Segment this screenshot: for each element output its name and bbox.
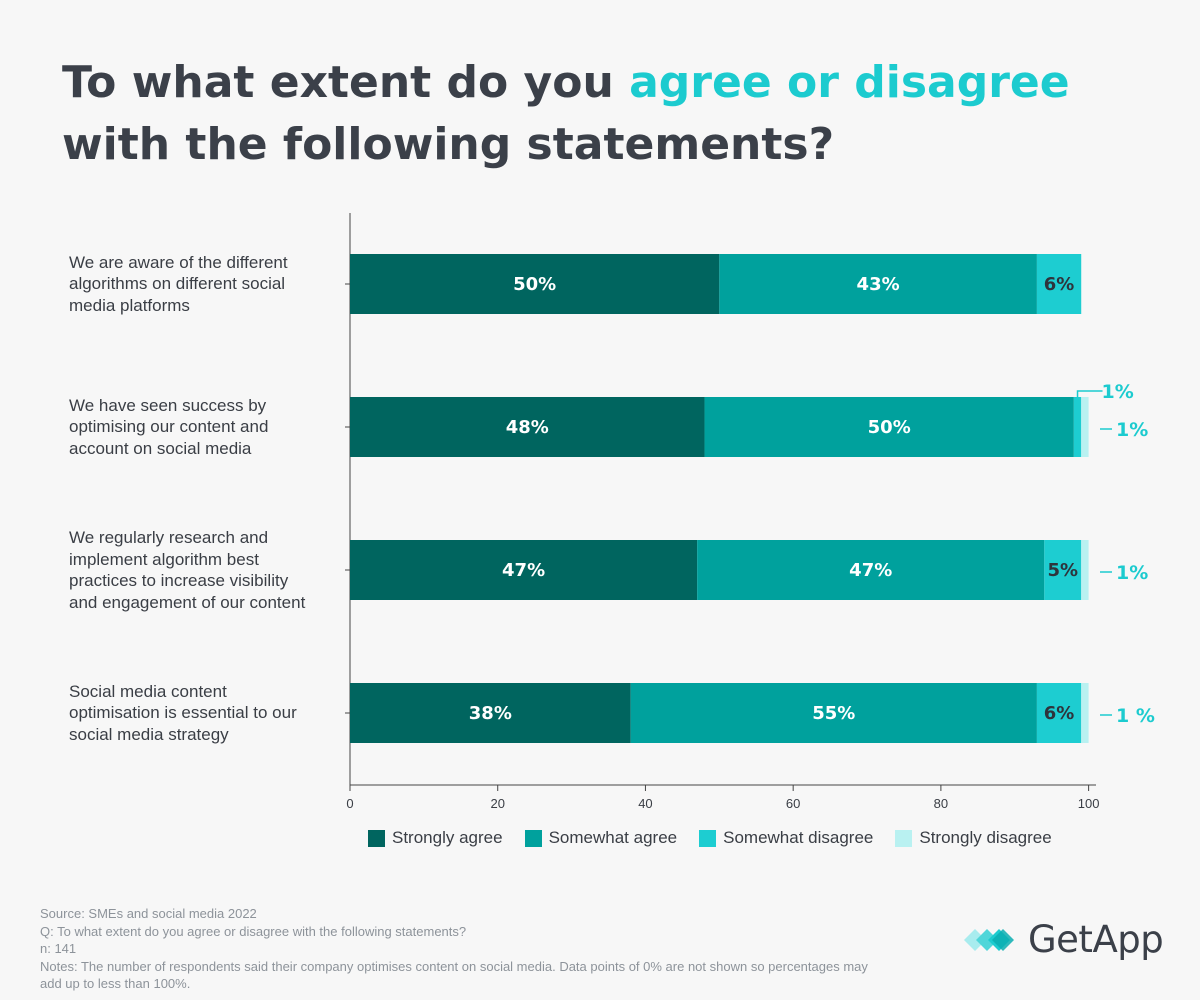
category-label: Social media content optimisation is esse… bbox=[69, 681, 349, 746]
category-label-line: We are aware of the different bbox=[69, 252, 288, 272]
bar-somewhat-agree bbox=[630, 683, 1037, 743]
bar-somewhat-disagree bbox=[1036, 254, 1082, 314]
category-label-line: practices to increase visibility bbox=[69, 571, 289, 590]
data-label-outside: 1% bbox=[1116, 562, 1148, 584]
category-label-line: implement algorithm best bbox=[69, 549, 259, 569]
bar-strongly-agree bbox=[350, 397, 705, 457]
category-label: We regularly research and implement algor… bbox=[69, 527, 349, 613]
data-label: 50% bbox=[868, 417, 911, 438]
data-label: 47% bbox=[502, 560, 545, 581]
bar-strongly-disagree bbox=[1081, 540, 1089, 600]
category-label-line: media platforms bbox=[69, 295, 190, 315]
x-tick-label: 60 bbox=[786, 796, 800, 811]
legend-swatch-strongly-disagree bbox=[895, 829, 913, 847]
footer-question: Q: To what extent do you agree or disagr… bbox=[40, 923, 467, 939]
category-label: We have seen success by optimising our co… bbox=[69, 395, 349, 460]
x-tick-label: 0 bbox=[346, 796, 353, 811]
bar-strongly-disagree bbox=[1081, 397, 1089, 457]
x-tick-label: 20 bbox=[490, 796, 504, 811]
legend-item-somewhat-agree: Somewhat agree bbox=[524, 828, 678, 848]
chart-title: To what extent do you agree or disagree … bbox=[62, 52, 1162, 176]
category-label-line: optimising our content and bbox=[69, 417, 269, 437]
legend-swatch-somewhat-disagree bbox=[699, 829, 717, 847]
category-label-line: account on social media bbox=[69, 438, 252, 458]
legend-item-somewhat-disagree: Somewhat disagree bbox=[699, 828, 873, 848]
footer-notes-text: Notes: The number of respondents said th… bbox=[40, 958, 868, 992]
footer-sample-size: n: 141 bbox=[40, 941, 77, 956]
category-label-line: We have seen success by bbox=[69, 395, 267, 415]
bar-strongly-agree bbox=[350, 540, 698, 600]
legend-label-strongly-agree: Strongly agree bbox=[392, 828, 503, 847]
getapp-logo-text: GetApp bbox=[1028, 918, 1164, 961]
legend-item-strongly-agree: Strongly agree bbox=[368, 828, 503, 848]
legend-label-strongly-disagree: Strongly disagree bbox=[919, 828, 1052, 847]
legend: Strongly agree Somewhat agree Somewhat d… bbox=[368, 828, 1074, 848]
bar-somewhat-agree bbox=[697, 540, 1045, 600]
category-label-line: and engagement of our content bbox=[69, 592, 306, 612]
legend-label-somewhat-disagree: Somewhat disagree bbox=[723, 828, 874, 847]
legend-swatch-strongly-agree bbox=[368, 829, 385, 847]
category-label-line: algorithms on different social bbox=[69, 274, 286, 294]
category-label-line: social media strategy bbox=[69, 724, 229, 744]
bar-somewhat-agree bbox=[719, 254, 1037, 314]
title-part-2: with the following statements? bbox=[62, 119, 835, 170]
title-part-1: To what extent do you bbox=[62, 57, 630, 108]
footer-source: Source: SMEs and social media 2022 bbox=[40, 906, 257, 921]
x-tick-label: 40 bbox=[638, 796, 652, 811]
category-label-line: optimisation is essential to our bbox=[69, 703, 297, 723]
data-label-outside: 1 % bbox=[1116, 705, 1155, 727]
bar-somewhat-disagree bbox=[1036, 683, 1082, 743]
legend-item-strongly-disagree: Strongly disagree bbox=[895, 828, 1052, 848]
data-label-outside: 1% bbox=[1102, 381, 1134, 403]
data-label: 6% bbox=[1044, 703, 1075, 724]
getapp-logo-icon bbox=[964, 928, 1014, 951]
category-label: We are aware of the different algorithms … bbox=[69, 252, 349, 317]
getapp-logo: GetApp bbox=[962, 918, 1164, 961]
x-tick-label: 100 bbox=[1078, 796, 1100, 811]
category-label-line: Social media content bbox=[69, 681, 227, 701]
data-label: 38% bbox=[469, 703, 512, 724]
legend-label-somewhat-agree: Somewhat agree bbox=[548, 828, 678, 847]
bar-somewhat-disagree bbox=[1044, 540, 1082, 600]
x-tick-label: 80 bbox=[934, 796, 948, 811]
leader-line bbox=[1076, 390, 1103, 397]
bar-strongly-disagree bbox=[1081, 683, 1089, 743]
data-label: 6% bbox=[1044, 274, 1075, 295]
data-label: 43% bbox=[857, 274, 900, 295]
data-label: 5% bbox=[1047, 560, 1078, 581]
legend-swatch-somewhat-agree bbox=[524, 829, 542, 847]
data-label-outside: 1% bbox=[1116, 419, 1148, 441]
title-highlight: agree or disagree bbox=[629, 57, 1070, 108]
bar-somewhat-disagree bbox=[1073, 397, 1082, 457]
data-label: 47% bbox=[849, 560, 892, 581]
bar-strongly-agree bbox=[350, 683, 631, 743]
bar-somewhat-agree bbox=[704, 397, 1074, 457]
footer-notes: Source: SMEs and social media 2022 Q: To… bbox=[40, 905, 880, 993]
data-label: 55% bbox=[812, 703, 855, 724]
data-label: 48% bbox=[506, 417, 549, 438]
data-label: 50% bbox=[513, 274, 556, 295]
bar-strongly-agree bbox=[350, 254, 720, 314]
category-label-line: We regularly research and bbox=[69, 528, 269, 547]
